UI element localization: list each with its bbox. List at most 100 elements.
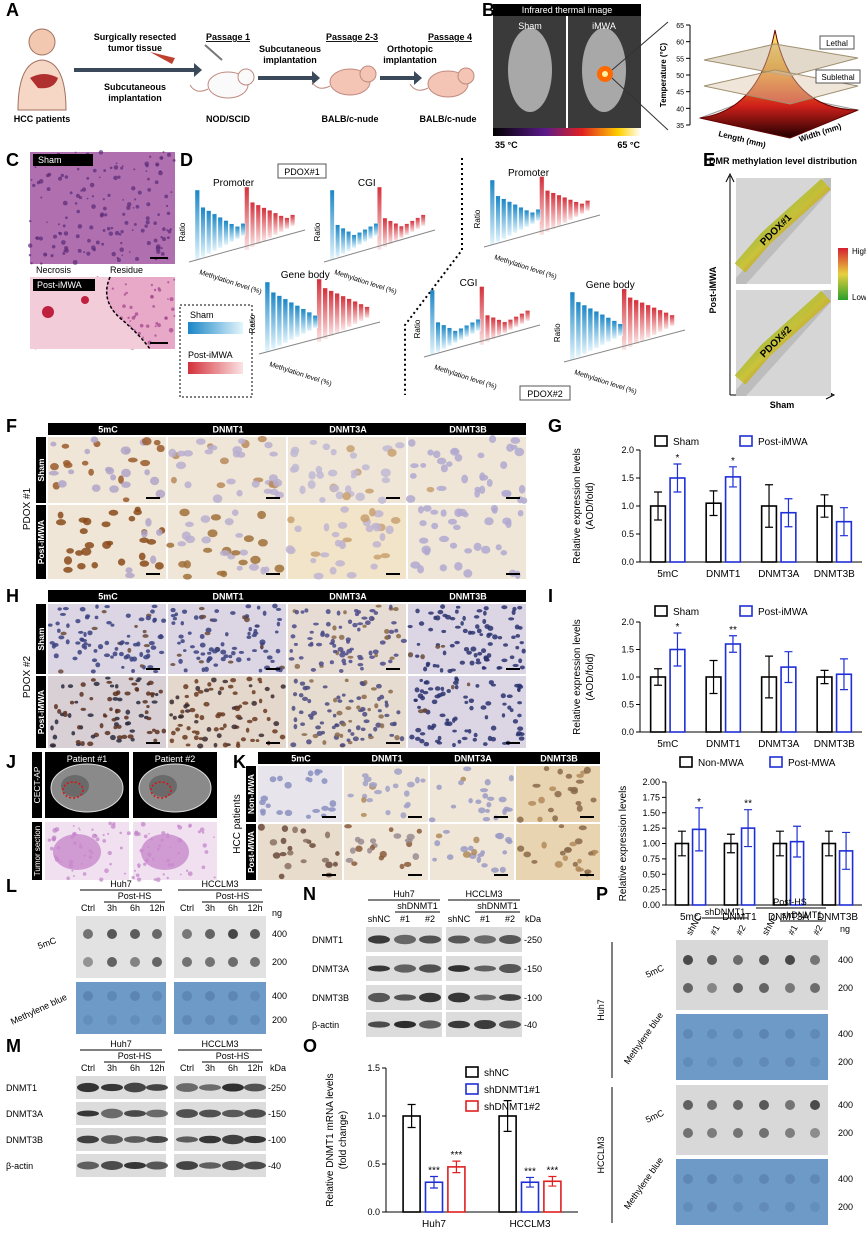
bar-3d-decor [507, 319, 513, 331]
texture [58, 231, 61, 235]
texture [339, 733, 344, 738]
texture [260, 795, 269, 802]
texture [102, 229, 106, 232]
texture [388, 827, 394, 833]
texture [329, 566, 337, 575]
texture [260, 644, 264, 650]
texture [146, 241, 151, 246]
texture [95, 240, 100, 245]
texture [440, 464, 448, 473]
texture [231, 646, 238, 650]
error-bar [709, 490, 718, 517]
texture [578, 825, 587, 831]
texture [79, 691, 84, 697]
texture [129, 320, 132, 322]
texture [107, 193, 111, 197]
bar-3d-decor [593, 311, 599, 349]
label: -250 [268, 1083, 286, 1093]
axis-3d [188, 229, 306, 263]
bar-3d-decor [645, 304, 651, 339]
texture [452, 742, 456, 748]
texture [436, 784, 442, 790]
texture [379, 661, 386, 666]
texture [171, 621, 176, 625]
bar-3d-decor [525, 310, 531, 322]
texture [357, 622, 364, 626]
label: #2 [734, 923, 748, 937]
texture [161, 618, 167, 623]
error-bar [775, 830, 784, 857]
panel-label: I [548, 586, 553, 606]
label: -40 [524, 1020, 537, 1030]
texture [469, 660, 475, 666]
texture [246, 657, 251, 661]
legend-swatch [465, 1100, 479, 1112]
blot-band [124, 1136, 146, 1143]
error-bar [503, 1100, 512, 1132]
texture [257, 539, 268, 547]
blot-dot [733, 1100, 743, 1110]
texture [274, 630, 279, 634]
texture [362, 780, 369, 787]
texture [300, 722, 306, 727]
texture [430, 509, 439, 515]
blot-dot [228, 957, 238, 967]
label: 400 [838, 1174, 853, 1184]
texture [176, 450, 186, 457]
texture [547, 807, 554, 813]
texture [310, 551, 321, 557]
texture [375, 683, 382, 689]
texture [166, 204, 169, 208]
texture [360, 727, 366, 732]
texture [212, 494, 223, 504]
texture [554, 790, 562, 798]
texture [135, 204, 140, 209]
x-tick-label: DNMT3B [814, 739, 855, 750]
texture [454, 640, 460, 645]
texture [459, 660, 466, 665]
texture [211, 618, 218, 623]
texture [516, 684, 524, 689]
texture [450, 447, 460, 456]
texture [463, 569, 473, 578]
texture [272, 603, 278, 609]
blot-dot [683, 1029, 693, 1039]
mouse-head [359, 65, 377, 83]
texture [193, 691, 199, 697]
label: Ratio [313, 222, 322, 241]
label: DNMT3A [454, 754, 492, 764]
necrotic-area [30, 277, 150, 349]
bar-3d-decor [290, 214, 296, 227]
texture [124, 691, 131, 696]
texture [184, 521, 194, 528]
label: #1 [786, 923, 800, 937]
error-bar [452, 1160, 461, 1174]
texture [315, 725, 321, 730]
texture [254, 624, 260, 628]
texture [558, 824, 565, 829]
texture [125, 613, 131, 618]
texture [121, 254, 124, 257]
bar-3d-decor [657, 309, 663, 333]
label: Infrared thermal image [522, 5, 613, 15]
texture [62, 712, 68, 718]
label: Post-HS [216, 1051, 250, 1061]
y-tick-label: 0.5 [367, 1159, 380, 1169]
texture [130, 737, 135, 742]
texture [287, 850, 294, 856]
texture [63, 566, 73, 573]
texture [394, 628, 399, 633]
texture [86, 197, 89, 200]
texture [439, 564, 448, 572]
texture [450, 668, 456, 672]
texture [481, 666, 486, 670]
blot-dot [707, 1029, 717, 1039]
texture [50, 441, 57, 447]
texture [126, 831, 131, 836]
bar-3d-decor [519, 313, 525, 325]
bar-3d-decor [377, 186, 382, 251]
texture [76, 725, 82, 730]
texture [439, 535, 450, 543]
texture [176, 653, 182, 657]
texture [57, 708, 62, 714]
